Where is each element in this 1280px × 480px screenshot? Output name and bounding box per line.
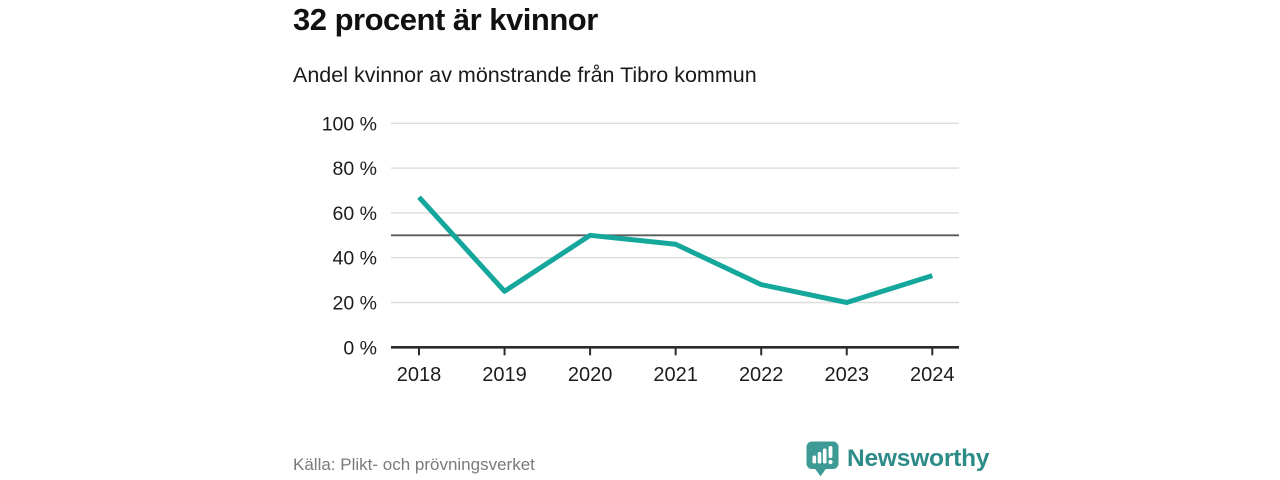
line-chart: 0 % 20 % 40 % 60 % 80 % 100 % 2018 2019 2020 2021… [322,113,959,386]
data-line-series [417,195,934,305]
y-tick-label: 0 % [343,337,377,359]
x-tick-label: 2020 [568,364,613,386]
source-note: Källa: Plikt- och prövningsverket [293,455,535,474]
newsworthy-pin-barchart-icon [806,441,839,477]
x-tick-label: 2022 [739,364,784,386]
y-tick-label: 60 % [333,203,377,225]
y-tick-label: 100 % [322,113,377,135]
x-tick-label: 2019 [482,364,527,386]
x-tick-label: 2023 [825,364,870,386]
chart-subtitle: Andel kvinnor av mönstrande från Tibro k… [293,63,757,87]
x-tick-label: 2018 [397,364,442,386]
brand-logo: Newsworthy [806,441,990,477]
y-tick-label: 20 % [333,293,377,315]
y-tick-label: 40 % [333,248,377,270]
x-tick-label: 2021 [653,364,698,386]
brand-name: Newsworthy [847,445,990,472]
x-tick-label: 2024 [910,364,955,386]
page-title: 32 procent är kvinnor [293,2,598,37]
y-tick-label: 80 % [333,158,377,180]
